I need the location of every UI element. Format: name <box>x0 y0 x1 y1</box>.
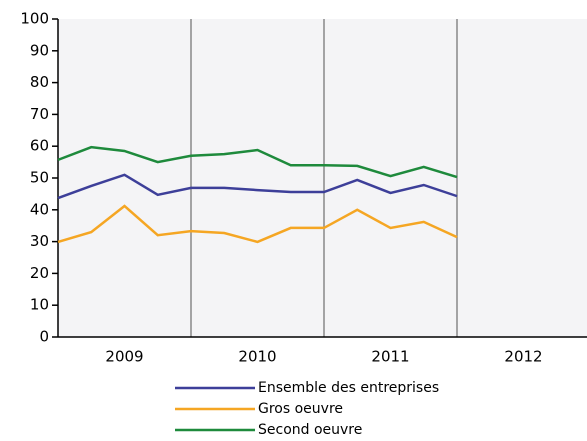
x-tick-label: 2011 <box>371 348 409 366</box>
y-tick-label: 0 <box>39 328 49 346</box>
y-tick-label: 100 <box>20 10 49 28</box>
y-tick-label: 30 <box>30 232 49 250</box>
y-tick-label: 20 <box>30 264 49 282</box>
x-tick-label: 2010 <box>238 348 276 366</box>
y-tick-label: 50 <box>30 169 49 187</box>
x-tick-label: 2009 <box>105 348 143 366</box>
legend-label: Ensemble des entreprises <box>258 380 439 396</box>
legend-label: Gros oeuvre <box>258 401 343 417</box>
y-tick-label: 70 <box>30 105 49 123</box>
plot-background <box>58 19 587 337</box>
y-tick-label: 10 <box>30 296 49 314</box>
legend-label: Second oeuvre <box>258 422 362 438</box>
y-tick-label: 60 <box>30 137 49 155</box>
y-tick-label: 90 <box>30 41 49 59</box>
y-tick-label: 40 <box>30 200 49 218</box>
series-line <box>57 173 458 200</box>
x-tick-label: 2012 <box>504 348 542 366</box>
series-line <box>57 204 458 244</box>
series-line <box>57 145 458 179</box>
y-tick-label: 80 <box>30 73 49 91</box>
